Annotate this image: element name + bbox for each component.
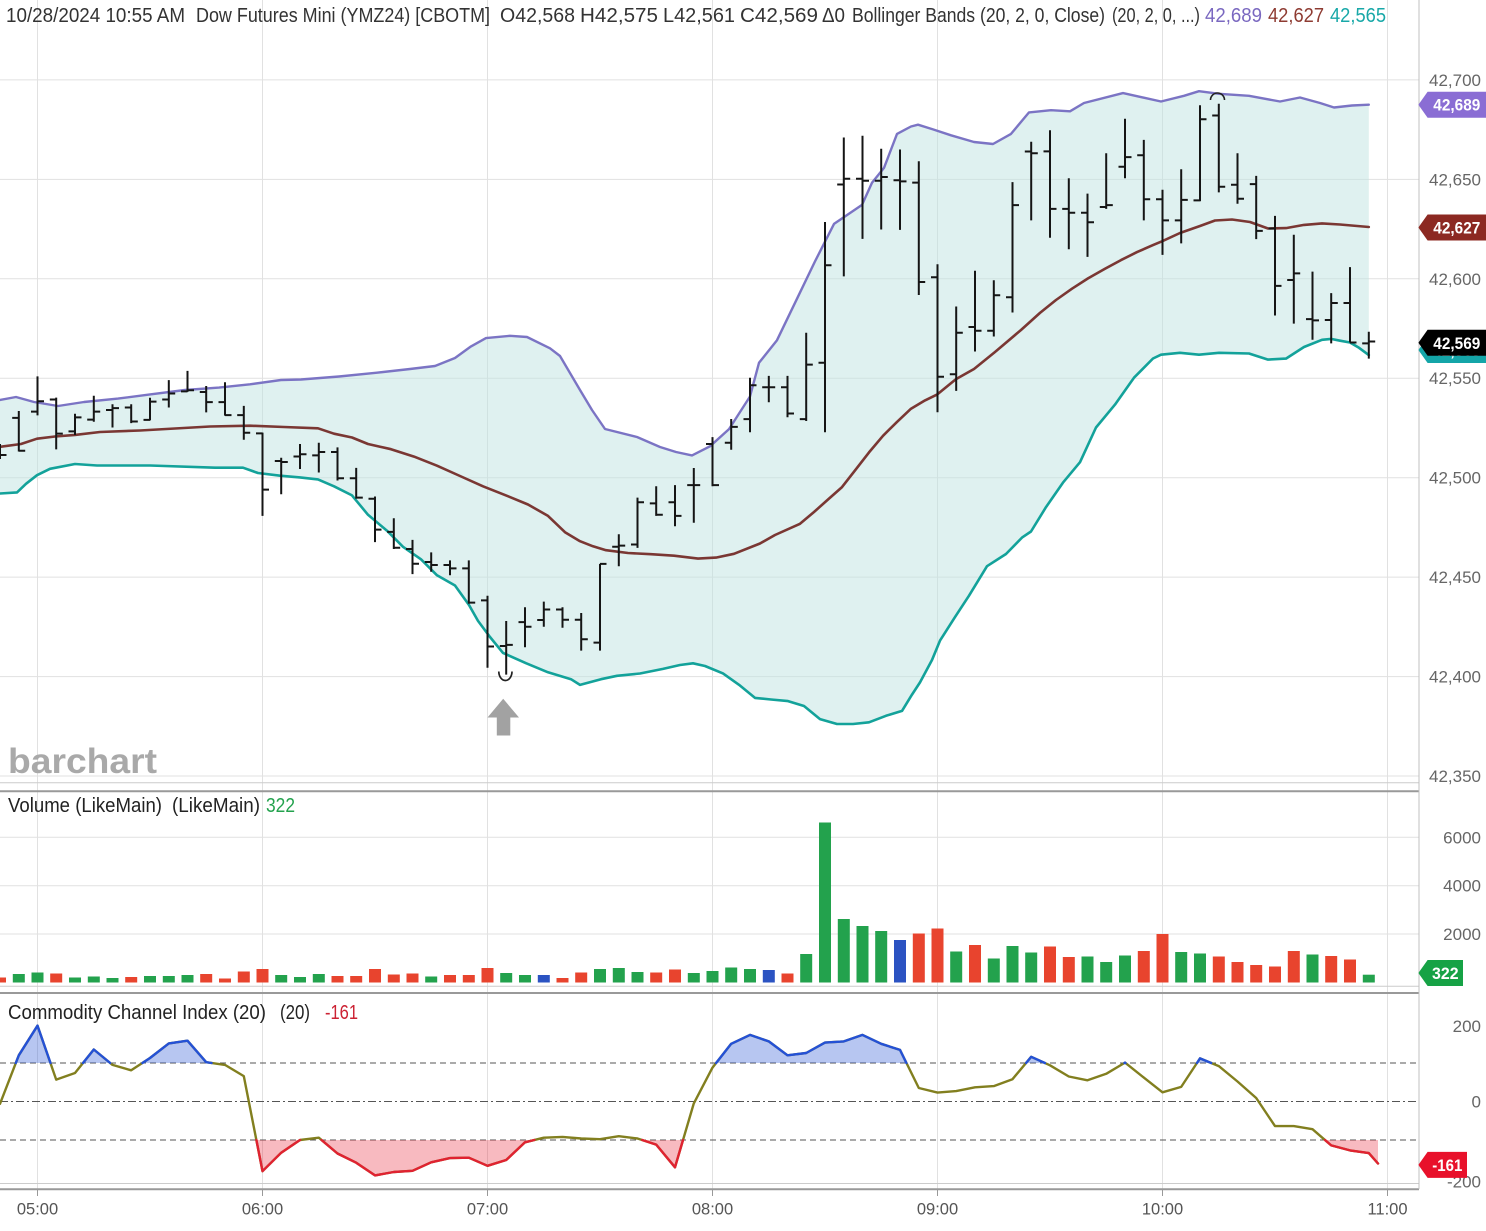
svg-text:2000: 2000 [1443,925,1481,944]
svg-text:09:00: 09:00 [917,1201,958,1219]
svg-text:0: 0 [1472,1093,1481,1112]
svg-text:Dow Futures Mini (YMZ24) [CBOT: Dow Futures Mini (YMZ24) [CBOTM] [196,5,490,27]
svg-text:42,450: 42,450 [1429,568,1481,587]
svg-text:42,627: 42,627 [1268,5,1324,27]
svg-text:-161: -161 [1432,1156,1462,1175]
svg-text:L42,561: L42,561 [663,5,735,27]
svg-text:07:00: 07:00 [467,1201,508,1219]
svg-text:Commodity Channel Index (20): Commodity Channel Index (20) [8,1002,266,1024]
svg-text:42,500: 42,500 [1429,469,1481,488]
svg-text:42,400: 42,400 [1429,668,1481,687]
svg-text:6000: 6000 [1443,828,1481,847]
svg-text:200: 200 [1453,1017,1481,1036]
svg-text:Bollinger Bands (20, 2, 0, Clo: Bollinger Bands (20, 2, 0, Close) [852,5,1105,27]
svg-text:11:00: 11:00 [1367,1201,1407,1219]
svg-text:322: 322 [1432,964,1459,983]
svg-text:42,565: 42,565 [1330,5,1386,27]
svg-text:10/28/2024 10:55 AM: 10/28/2024 10:55 AM [6,5,185,27]
svg-text:C42,569: C42,569 [740,5,818,27]
svg-text:-161: -161 [325,1002,358,1024]
svg-text:05:00: 05:00 [17,1201,58,1219]
svg-text:42,627: 42,627 [1433,219,1480,238]
svg-text:08:00: 08:00 [692,1201,733,1219]
svg-text:Δ0: Δ0 [822,5,845,27]
svg-text:42,689: 42,689 [1205,5,1262,27]
svg-text:42,650: 42,650 [1429,170,1481,189]
svg-text:42,550: 42,550 [1429,369,1481,388]
svg-text:42,689: 42,689 [1433,96,1480,115]
svg-text:42,350: 42,350 [1429,767,1481,786]
svg-text:06:00: 06:00 [242,1201,283,1219]
svg-text:322: 322 [266,795,295,817]
svg-text:(20): (20) [280,1002,310,1024]
svg-text:(LikeMain): (LikeMain) [172,795,260,817]
svg-text:10:00: 10:00 [1142,1201,1183,1219]
svg-text:42,569: 42,569 [1433,334,1480,353]
svg-text:(20, 2, 0, ...): (20, 2, 0, ...) [1112,5,1200,27]
svg-text:42,700: 42,700 [1429,71,1481,90]
svg-text:Volume (LikeMain): Volume (LikeMain) [8,795,162,817]
svg-text:H42,575: H42,575 [580,5,658,27]
svg-text:O42,568: O42,568 [500,5,575,27]
svg-text:4000: 4000 [1443,877,1481,896]
svg-text:42,600: 42,600 [1429,270,1481,289]
svg-text:barchart: barchart [8,742,157,781]
